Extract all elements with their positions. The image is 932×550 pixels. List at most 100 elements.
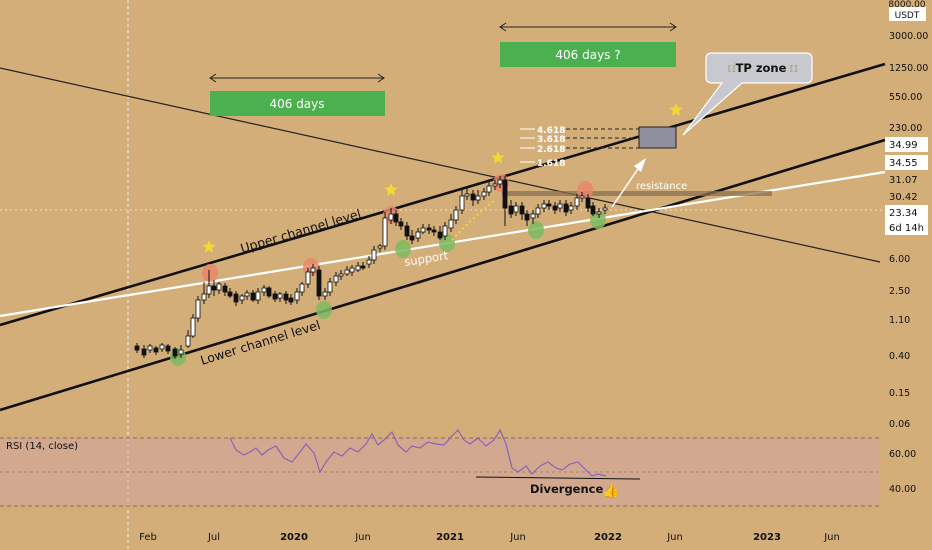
candle-body [172,348,178,357]
candle-body [530,213,536,219]
candle-body [239,295,245,301]
price-tick: 1250.00 [889,63,928,74]
candle-body [266,287,272,297]
candle-body [426,227,432,231]
candle-body [299,283,305,293]
price-tick: 0.06 [889,419,910,430]
candle-body [294,291,300,301]
rsi-tick-40: 40.00 [889,484,916,495]
candle-body [420,227,426,233]
candle-body [404,225,410,237]
support-touch-marker [439,234,455,252]
days-box-left [210,91,385,116]
price-tag-bg [885,137,928,152]
candle-body [159,344,165,350]
candle-body [464,193,470,197]
tp-zone-callout [682,52,813,136]
candle-body [153,347,159,353]
candle-body [190,317,196,337]
days-label-right: 406 days ? [555,48,620,62]
candle-body [481,191,487,197]
price-tag: 34.99 [889,140,918,151]
resistance-band [502,191,772,196]
candle-body [233,293,239,303]
candle-body [244,292,250,297]
candle-body [185,335,191,347]
candle-body [283,293,289,301]
candle-body [377,245,383,249]
candle-body [486,185,492,193]
tp-arrow-head [634,158,646,172]
candle-body [371,249,377,261]
star-icon [384,183,398,196]
time-tick: 2023 [753,532,781,543]
days-box-right [500,42,676,67]
price-tag-bg [885,155,928,170]
left-range-arrowhead-l [209,73,217,83]
time-tick: Jul [207,532,220,543]
candle-body [201,293,207,301]
candle-body [448,219,454,229]
candle-body [590,205,596,215]
price-tag-bg [885,205,928,220]
candle-body [415,231,421,239]
fib-label-1618: 1.618 [537,159,565,169]
candle-body [585,197,591,209]
tp-zone-box [638,126,677,149]
resistance-label: resistance [636,181,687,192]
candle-body [141,348,147,356]
candle-body [596,211,602,215]
time-tick: Jun [509,532,526,543]
price-tag: 34.55 [889,158,918,169]
price-tick: 550.00 [889,92,922,103]
currency-label: USDT [895,11,920,21]
right-range-arrowhead-r [669,22,677,32]
support-touch-marker [395,240,411,258]
price-tag: 30.42 [889,192,918,203]
candle-body [535,207,541,215]
candle-body [563,203,569,213]
candle-body [178,349,184,355]
candle-body [574,197,580,207]
candle-body [211,285,217,291]
candle-body [255,291,261,301]
candle-body [541,203,547,209]
candle-body [355,265,361,271]
candle-body [398,221,404,227]
candle-body [316,269,322,297]
tp-zone-icon-left: ⟦⟧ [728,64,736,73]
divergence-label: Divergence [530,482,603,496]
candle-body [349,267,355,273]
price-tag-bg [885,220,928,235]
candle-body [470,193,476,201]
currency-badge [889,7,926,21]
candle-body [492,183,498,187]
star-icon [491,151,505,164]
price-tick: 1.10 [889,315,910,326]
support-touch-marker [170,348,186,366]
candle-body [442,225,448,237]
candle-body [327,281,333,293]
candle-body [546,203,552,207]
price-tick: 0.40 [889,351,910,362]
resistance-touch-marker [577,181,593,199]
candle-body [579,195,585,199]
candle-body [250,292,256,301]
candle-body [305,271,311,285]
candle-body [431,229,437,233]
support-touch-marker [590,211,606,229]
star-icon [202,240,216,253]
right-range-arrowhead-l [499,22,507,32]
candle-body [524,213,530,221]
candle-body [288,297,294,303]
candle-body [206,285,212,295]
candle-body [222,285,228,293]
candle-body [333,275,339,283]
candle-body [388,213,394,221]
star-icon [669,103,683,116]
candle-body [147,345,153,351]
support-label: support [403,248,449,269]
time-tick: 2022 [594,532,622,543]
lower-channel-line [0,138,886,412]
price-axis: 3000.00 1250.00 550.00 230.00 6.00 2.50 1.10 0.… [885,31,928,430]
